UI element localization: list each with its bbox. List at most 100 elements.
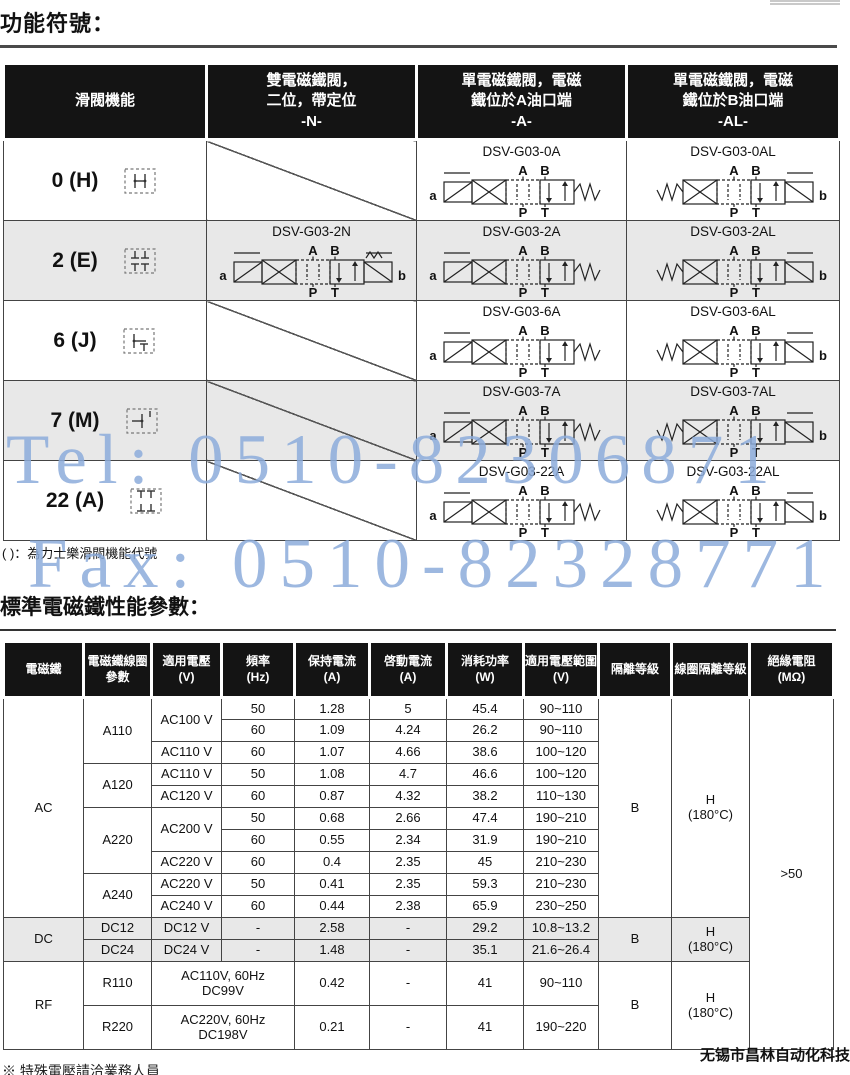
coil-cell: A110	[83, 697, 152, 764]
svg-text:b: b	[819, 268, 827, 283]
diagonal-empty-cell	[206, 300, 417, 381]
power-cell: 47.4	[446, 807, 524, 830]
power-cell: 35.1	[446, 939, 524, 962]
inrush-cell: 4.66	[369, 741, 447, 764]
svg-text:A: A	[518, 323, 528, 338]
inrush-cell: -	[369, 939, 447, 962]
freq-cell: -	[221, 917, 295, 940]
power-cell: 46.6	[446, 763, 524, 786]
svg-text:P: P	[730, 205, 739, 220]
th-coil-param: 電磁鐵線圈參數	[82, 640, 153, 699]
params-row-dc: DC DC12 DC12 V - 2.58 - 29.2 10.8~13.2 B…	[3, 917, 834, 962]
range-cell: 190~220	[523, 1005, 599, 1050]
hold-cell: 1.07	[294, 741, 370, 764]
svg-text:a: a	[429, 508, 437, 523]
svg-text:A: A	[518, 163, 528, 178]
page-corner-fragment	[770, 0, 840, 5]
th-insulation-resistance: 絕緣電阻 (MΩ)	[748, 640, 835, 699]
inrush-cell: 4.24	[369, 719, 447, 742]
svg-text:A: A	[518, 483, 528, 498]
iso-cell-dc: B	[598, 917, 672, 962]
freq-cell: 60	[221, 829, 295, 852]
svg-text:P: P	[518, 445, 527, 460]
group-cell-dc: DC	[3, 917, 84, 962]
params-row: A120 AC110 V 50 1.08 4.7 46.6 100~120	[4, 763, 834, 808]
svg-text:A: A	[518, 243, 528, 258]
params-row: AC240 V 60 0.44 2.38 65.9 230~250	[4, 895, 834, 918]
coil-cell: R110	[83, 961, 152, 1006]
inrush-cell: 5	[369, 697, 447, 720]
model-code: DSV-G03-2AL	[690, 224, 776, 239]
range-cell: 100~120	[523, 763, 599, 786]
freq-cell: 60	[221, 741, 295, 764]
voltage-cell: DC12 V	[151, 917, 222, 940]
hold-cell: 1.48	[294, 939, 370, 962]
spool-function-cell: 0 (H)	[3, 139, 207, 221]
svg-text:B: B	[540, 483, 549, 498]
svg-text:P: P	[308, 285, 317, 300]
top-divider	[0, 45, 837, 48]
coil-cell: A220	[83, 807, 152, 874]
range-cell: 90~110	[523, 697, 599, 720]
range-cell: 110~130	[523, 785, 599, 808]
freq-cell: 50	[221, 873, 295, 896]
model-code: DSV-G03-0A	[482, 144, 561, 159]
svg-text:A: A	[729, 243, 739, 258]
footer-special-voltage-note: ※ 特殊電壓請洽業務人員	[2, 1063, 160, 1075]
power-cell: 26.2	[446, 719, 524, 742]
hold-cell: 0.4	[294, 851, 370, 874]
range-cell: 90~110	[523, 961, 599, 1006]
model-code: DSV-G03-6AL	[690, 304, 776, 319]
svg-text:b: b	[819, 508, 827, 523]
th-holding-current: 保持電流 (A)	[293, 640, 371, 699]
svg-text:B: B	[330, 243, 339, 258]
voltage-cell: AC220V, 60Hz DC198V	[151, 1005, 295, 1050]
svg-text:A: A	[729, 163, 739, 178]
svg-text:A: A	[308, 243, 318, 258]
svg-text:T: T	[541, 525, 549, 540]
model-code: DSV-G03-2A	[482, 224, 561, 239]
svg-text:P: P	[730, 525, 739, 540]
freq-cell: -	[221, 939, 295, 962]
th-coil-isolation-class: 線圈隔離等級	[670, 640, 751, 699]
svg-text:B: B	[540, 403, 549, 418]
voltage-cell: AC110 V	[151, 741, 222, 764]
range-cell: 210~230	[523, 873, 599, 896]
spool-function-cell: 6 (J)	[3, 300, 207, 381]
inrush-cell: 2.35	[369, 851, 447, 874]
range-cell: 21.6~26.4	[523, 939, 599, 962]
power-cell: 45	[446, 851, 524, 874]
model-code: DSV-G03-22A	[478, 464, 565, 479]
svg-text:P: P	[518, 205, 527, 220]
note-rexroth-code: ( )：為力士樂滑閥機能代號	[2, 546, 158, 561]
hold-cell: 1.08	[294, 763, 370, 786]
svg-text:a: a	[429, 188, 437, 203]
svg-text:T: T	[331, 285, 339, 300]
model-code: DSV-G03-7A	[482, 384, 561, 399]
inrush-cell: 2.34	[369, 829, 447, 852]
diagonal-empty-cell	[206, 460, 417, 541]
power-cell: 45.4	[446, 697, 524, 720]
params-row-rf: RF R110 AC110V, 60Hz DC99V 0.42 - 41 90~1…	[3, 961, 834, 1050]
voltage-cell: AC120 V	[151, 785, 222, 808]
svg-text:T: T	[541, 285, 549, 300]
svg-text:P: P	[518, 365, 527, 380]
power-cell: 41	[446, 961, 524, 1006]
inrush-cell: -	[369, 1005, 447, 1050]
params-row-rf: R220 AC220V, 60Hz DC198V 0.21 - 41 190~22…	[4, 1005, 834, 1050]
footer-company: 无锡市昌林自动化科技	[699, 1047, 850, 1064]
svg-text:T: T	[752, 365, 760, 380]
hold-cell: 0.42	[294, 961, 370, 1006]
svg-text:b: b	[819, 188, 827, 203]
voltage-cell: AC220 V	[151, 873, 222, 896]
svg-text:A: A	[729, 483, 739, 498]
